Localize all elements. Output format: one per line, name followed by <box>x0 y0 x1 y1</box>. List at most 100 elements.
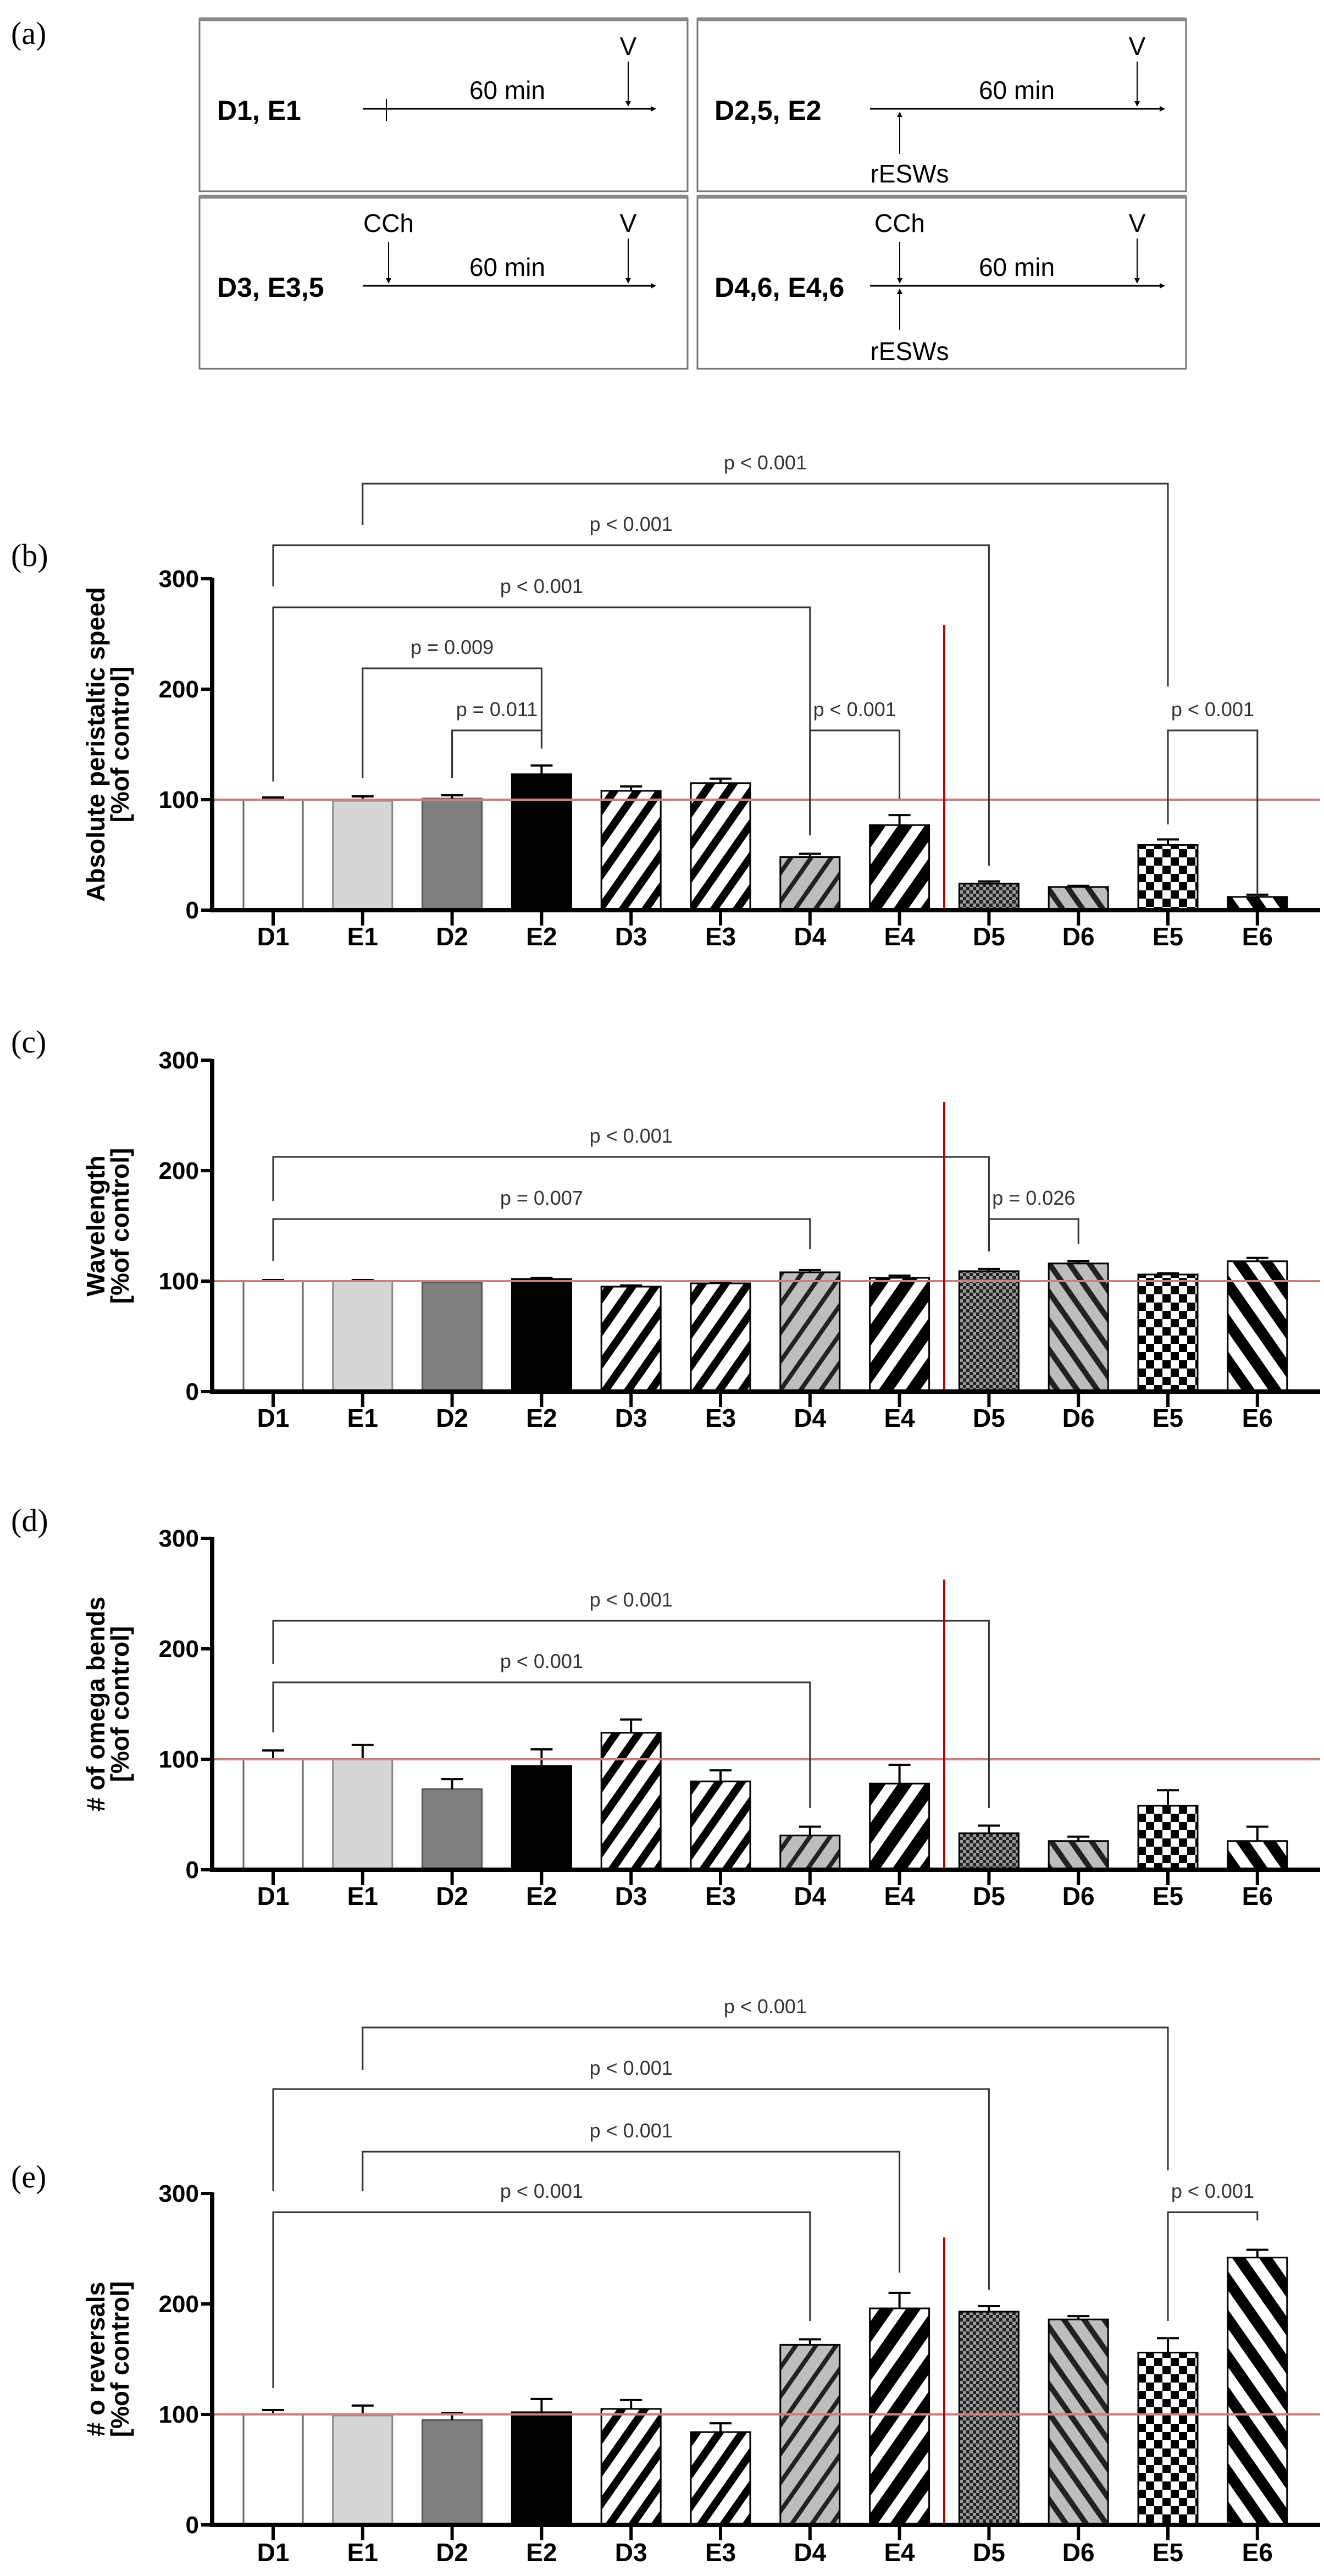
bar-E3 <box>690 2431 751 2526</box>
bar-D5 <box>958 1270 1020 1393</box>
y-axis-title: # of omega bends[%of control] <box>81 1597 134 1811</box>
category-label-E4: E4 <box>884 1882 915 1910</box>
bar-E4 <box>869 824 930 911</box>
category-label-D1: D1 <box>257 1882 290 1910</box>
category-label-E6: E6 <box>1242 1404 1273 1432</box>
resws-label: rESWs <box>870 337 949 365</box>
p-value-label: p < 0.001 <box>813 698 896 721</box>
category-label-D5: D5 <box>973 922 1005 951</box>
category-label-D4: D4 <box>794 922 826 951</box>
category-label-E5: E5 <box>1153 922 1183 951</box>
y-tick-label: 0 <box>186 1378 199 1405</box>
bar-E1 <box>332 1280 394 1393</box>
bar-E6 <box>1227 2257 1288 2526</box>
bar-E4 <box>869 1277 930 1393</box>
category-label-D3: D3 <box>615 1404 647 1432</box>
category-label-D3: D3 <box>615 1882 647 1910</box>
bar-D3 <box>600 1286 662 1393</box>
y-tick-label: 100 <box>159 1268 199 1295</box>
p-value-label: p < 0.001 <box>590 2057 673 2079</box>
p-value-label: p = 0.011 <box>456 698 538 721</box>
duration-label: 60 min <box>979 76 1055 104</box>
bar-D4 <box>779 1835 841 1871</box>
category-label-D5: D5 <box>973 2538 1005 2567</box>
bar-E4 <box>869 1782 930 1871</box>
v-marker-label: V <box>1129 32 1146 60</box>
p-value-label: p = 0.009 <box>411 636 494 658</box>
panel-label: (b) <box>11 538 48 573</box>
p-value-label: p = 0.026 <box>992 1187 1075 1209</box>
significance-bracket <box>272 1156 990 1251</box>
y-tick-label: 200 <box>159 1157 199 1184</box>
category-label-D1: D1 <box>257 1404 290 1432</box>
duration-label: 60 min <box>979 253 1055 281</box>
y-tick-label: 100 <box>159 1746 199 1773</box>
bar-E3 <box>690 1282 751 1393</box>
y-tick-label: 300 <box>159 566 199 592</box>
panel-d-omega-bends-chart: (d) # of omega bends[%of control] 0 100 200 3… <box>11 1503 1320 1910</box>
bar-D4 <box>779 856 841 911</box>
category-label-D6: D6 <box>1062 1882 1095 1910</box>
protocol-box-1: D1, E1 60 min V <box>198 17 689 192</box>
protocol-box-4: D4,6, E4,6 CCh rESWs 60 min V <box>696 195 1187 370</box>
bar-D2 <box>422 797 483 911</box>
category-label-E6: E6 <box>1242 2538 1273 2567</box>
bar-D5 <box>958 1832 1020 1871</box>
category-label-D2: D2 <box>436 2538 468 2567</box>
category-label-D2: D2 <box>436 922 468 951</box>
y-axis-title-line: [%of control] <box>106 667 134 823</box>
y-tick-label: 300 <box>159 2180 199 2207</box>
bar-E6 <box>1227 1840 1288 1871</box>
bar-E2 <box>511 773 572 911</box>
bar-E1 <box>332 2414 394 2526</box>
bar-E2 <box>511 2411 572 2526</box>
significance-bracket <box>362 483 1169 686</box>
y-tick-label: 300 <box>159 1047 199 1074</box>
p-value-label: p < 0.001 <box>590 1124 673 1147</box>
bar-E5 <box>1137 1804 1199 1871</box>
category-label-D5: D5 <box>973 1404 1005 1432</box>
category-label-E3: E3 <box>705 922 736 951</box>
significance-bracket <box>1167 2211 1259 2321</box>
y-axis-title-line: [%of control] <box>106 2281 134 2437</box>
bar-E5 <box>1137 1273 1199 1393</box>
category-label-E1: E1 <box>347 922 378 951</box>
bar-E2 <box>511 1278 572 1393</box>
category-label-E6: E6 <box>1242 922 1273 951</box>
v-marker-label: V <box>620 209 637 237</box>
category-label-E4: E4 <box>884 1404 915 1432</box>
bar-D1 <box>242 1758 304 1871</box>
bar-E4 <box>869 2307 930 2526</box>
p-value-label: p < 0.001 <box>500 1650 583 1672</box>
bar-E2 <box>511 1765 572 1871</box>
y-axis-title-line: # of omega bends <box>81 1597 110 1811</box>
bar-D6 <box>1048 2318 1109 2526</box>
category-label-E3: E3 <box>705 1882 736 1910</box>
category-label-D5: D5 <box>973 1882 1005 1910</box>
bar-D6 <box>1048 1262 1109 1393</box>
p-value-label: p < 0.001 <box>724 451 807 474</box>
significance-bracket <box>809 729 901 835</box>
bar-D1 <box>242 2413 304 2526</box>
category-label-E2: E2 <box>526 2538 557 2567</box>
category-label-E2: E2 <box>526 1404 557 1432</box>
y-tick-label: 0 <box>186 897 199 924</box>
bar-D2 <box>422 2419 483 2526</box>
category-label-D2: D2 <box>436 1404 468 1432</box>
significance-bracket <box>1167 729 1259 896</box>
y-axis-title-line: [%of control] <box>106 1148 134 1304</box>
category-label-E5: E5 <box>1153 1404 1183 1432</box>
bar-E5 <box>1137 844 1199 911</box>
category-label-D6: D6 <box>1062 922 1095 951</box>
panel-c-wavelength-chart: (c) Wavelength[%of control] 0 100 200 300 D1 E1… <box>11 1024 1320 1432</box>
p-value-label: p = 0.007 <box>500 1187 583 1209</box>
bar-E5 <box>1137 2351 1199 2526</box>
category-label-D4: D4 <box>794 1882 826 1910</box>
category-label-E2: E2 <box>526 1882 557 1910</box>
y-tick-label: 100 <box>159 786 199 813</box>
p-value-label: p < 0.001 <box>590 1588 673 1611</box>
protocol-box-3: D3, E3,5 CCh 60 min V <box>198 195 689 370</box>
bar-D2 <box>422 1281 483 1393</box>
bar-D3 <box>600 1732 662 1871</box>
